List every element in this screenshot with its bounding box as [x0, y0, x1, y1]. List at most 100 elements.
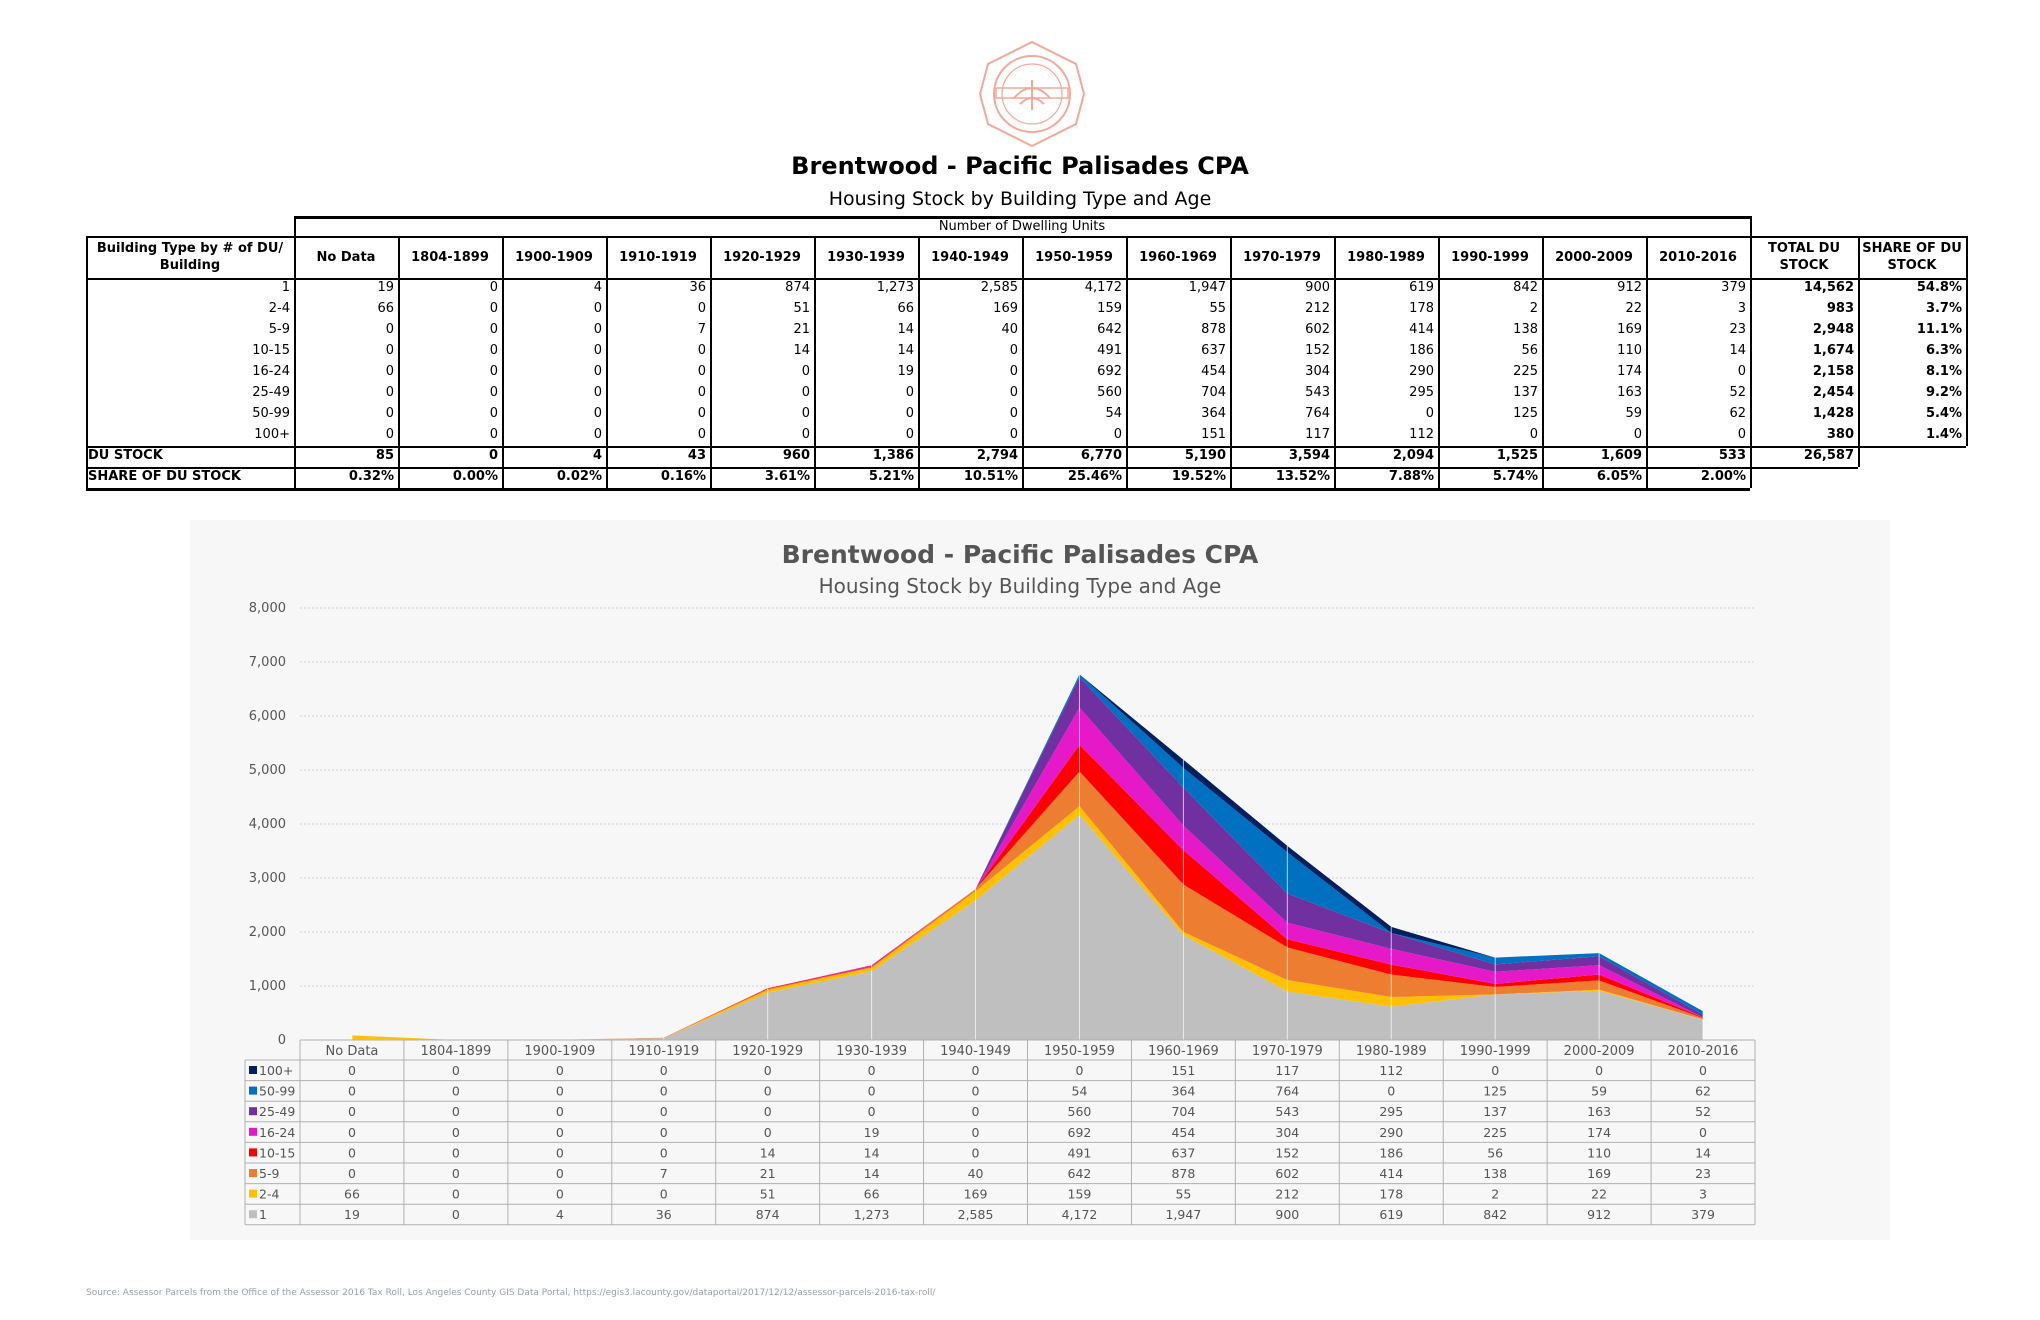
row-label: 2-4 [268, 301, 290, 316]
table-cell: 642 [1097, 322, 1122, 337]
table-cell: 3 [1737, 301, 1746, 316]
data-table-value: 2 [1491, 1187, 1499, 1202]
data-table-value: 22 [1591, 1187, 1607, 1202]
table-cell: 0 [385, 364, 394, 379]
table-cell: 0 [1009, 343, 1018, 358]
table-cell: 137 [1513, 385, 1538, 400]
row-label: 50-99 [252, 406, 290, 421]
table-cell: 0 [905, 385, 914, 400]
y-tick-label: 4,000 [249, 817, 286, 832]
table-cell: 0 [1425, 406, 1434, 421]
table-cell: 304 [1305, 364, 1330, 379]
table-cell: 364 [1201, 406, 1226, 421]
data-table-value: 0 [348, 1104, 356, 1119]
table-cell: 0 [1737, 427, 1746, 442]
table-rule [86, 446, 1858, 448]
row-label: 100+ [254, 427, 290, 442]
y-tick-label: 5,000 [249, 763, 286, 778]
table-cell: 379 [1721, 280, 1746, 295]
table-rule [1750, 216, 1752, 488]
table-rule [710, 236, 712, 488]
column-header: 2000-2009 [1555, 249, 1633, 265]
table-cell: 0 [1737, 364, 1746, 379]
data-table-value: 0 [452, 1166, 460, 1181]
share-cell: 54.8% [1916, 280, 1962, 295]
table-rule [918, 236, 920, 488]
data-table-value: 4 [556, 1207, 564, 1222]
table-cell: 59 [1625, 406, 1642, 421]
du-stock-cell: 6,770 [1080, 448, 1122, 463]
x-category-label: 1990-1999 [1460, 1044, 1531, 1059]
table-cell: 22 [1625, 301, 1642, 316]
table-rule [1438, 236, 1440, 488]
data-table-value: 0 [868, 1063, 876, 1078]
share-row-cell: 10.51% [963, 469, 1018, 484]
page-title: Brentwood - Pacific Palisades CPA [791, 152, 1249, 180]
table-cell: 619 [1409, 280, 1434, 295]
data-table-value: 491 [1068, 1145, 1092, 1160]
du-stock-cell: 0 [488, 448, 498, 463]
table-rule [1126, 236, 1128, 488]
data-table-value: 0 [972, 1084, 980, 1099]
data-table-value: 0 [764, 1104, 772, 1119]
dwelling-units-table: Number of Dwelling Units Building Type by… [86, 216, 1978, 498]
share-cell: 5.4% [1925, 406, 1962, 421]
table-cell: 52 [1729, 385, 1746, 400]
table-cell: 0 [1009, 427, 1018, 442]
total-cell: 983 [1826, 301, 1854, 316]
table-cell: 51 [793, 301, 810, 316]
column-header: 1804-1899 [411, 249, 489, 265]
table-cell: 4,172 [1084, 280, 1122, 295]
table-rule [1542, 236, 1544, 488]
table-rule [1022, 236, 1024, 488]
share-cell: 11.1% [1916, 322, 1962, 337]
data-table-value: 364 [1171, 1084, 1195, 1099]
column-header: 1920-1929 [723, 249, 801, 265]
table-cell: 560 [1097, 385, 1122, 400]
table-cell: 0 [385, 322, 394, 337]
data-table-value: 0 [660, 1125, 668, 1140]
data-table-value: 0 [1595, 1063, 1603, 1078]
data-table-value: 19 [344, 1207, 360, 1222]
table-cell: 0 [1009, 364, 1018, 379]
table-cell: 764 [1305, 406, 1330, 421]
du-stock-cell: 4 [592, 448, 602, 463]
table-rule [294, 216, 296, 488]
data-table-value: 0 [452, 1063, 460, 1078]
share-cell: 3.7% [1925, 301, 1962, 316]
share-row-cell: 13.52% [1275, 469, 1330, 484]
data-table-value: 178 [1379, 1187, 1403, 1202]
du-stock-cell: 533 [1718, 448, 1746, 463]
x-category-label: 1950-1959 [1044, 1044, 1115, 1059]
table-cell: 21 [793, 322, 810, 337]
legend-label: 2-4 [259, 1187, 279, 1202]
table-cell: 110 [1617, 343, 1642, 358]
data-table-value: 0 [452, 1084, 460, 1099]
table-cell: 225 [1513, 364, 1538, 379]
row-label: 16-24 [252, 364, 290, 379]
share-row-cell: 0.16% [660, 469, 706, 484]
table-cell: 0 [593, 385, 602, 400]
table-cell: 900 [1305, 280, 1330, 295]
data-table-value: 110 [1587, 1145, 1611, 1160]
data-table-value: 0 [1699, 1125, 1707, 1140]
group-header: Number of Dwelling Units [938, 218, 1106, 234]
share-row-cell: 25.46% [1067, 469, 1122, 484]
table-rule [1750, 467, 1858, 469]
table-cell: 704 [1201, 385, 1226, 400]
data-table-value: 14 [760, 1145, 776, 1160]
table-cell: 0 [801, 385, 810, 400]
data-table-value: 4,172 [1062, 1207, 1098, 1222]
area-series-5-9 [352, 771, 1703, 1040]
x-category-label: 1940-1949 [940, 1044, 1011, 1059]
table-rule [606, 236, 608, 488]
area-series-2-4 [352, 806, 1703, 1040]
x-category-label: 1900-1909 [524, 1044, 595, 1059]
table-rule [502, 236, 504, 488]
data-table-value: 637 [1171, 1145, 1195, 1160]
table-cell: 0 [1529, 427, 1538, 442]
share-cell: 9.2% [1925, 385, 1962, 400]
table-cell: 290 [1409, 364, 1434, 379]
data-table-value: 0 [1699, 1063, 1707, 1078]
column-header: 1960-1969 [1139, 249, 1217, 265]
